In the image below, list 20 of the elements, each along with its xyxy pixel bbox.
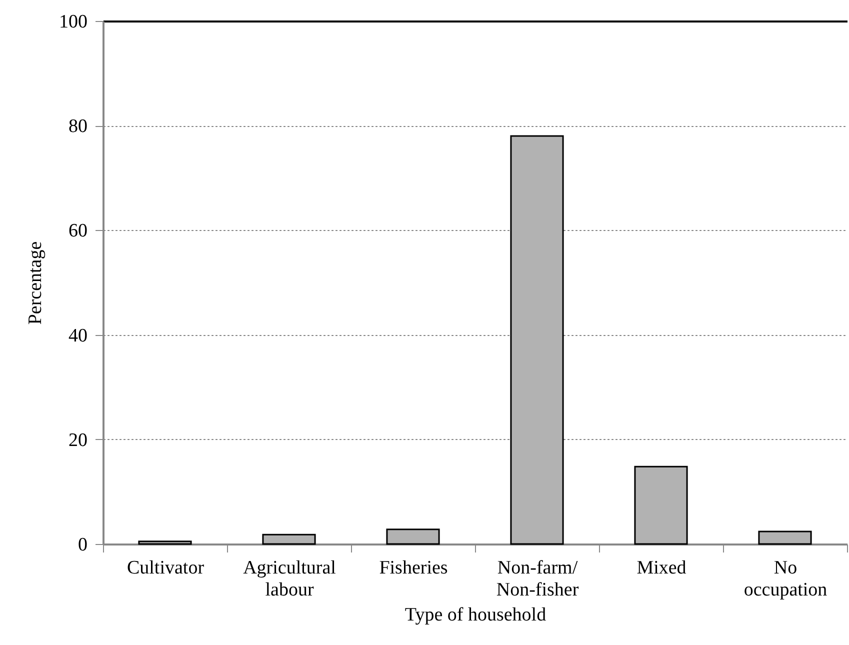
bar: [634, 466, 688, 545]
y-tick-label: 80: [68, 116, 88, 138]
y-tick-label: 40: [68, 325, 88, 346]
bar: [510, 135, 564, 545]
bar: [262, 534, 316, 545]
x-tick-label: Agricultural labour: [243, 558, 336, 600]
y-tick-label: 60: [68, 220, 88, 242]
y-tick-label: 100: [59, 12, 88, 32]
bar: [758, 530, 812, 545]
x-tick-label: Fisheries: [379, 558, 448, 578]
y-axis-title: Percentage: [25, 241, 46, 325]
bar: [386, 528, 440, 545]
x-tick-label: Cultivator: [126, 558, 205, 578]
x-tick-label: Non-farm/ Non-fisher: [496, 558, 580, 600]
x-tick-label: Mixed: [636, 558, 687, 578]
y-tick-label: 0: [78, 534, 88, 556]
x-axis-title: Type of household: [404, 604, 547, 626]
y-tick-label: 20: [68, 430, 88, 451]
bar: [138, 540, 192, 545]
x-tick-label: No occupation: [744, 558, 828, 600]
